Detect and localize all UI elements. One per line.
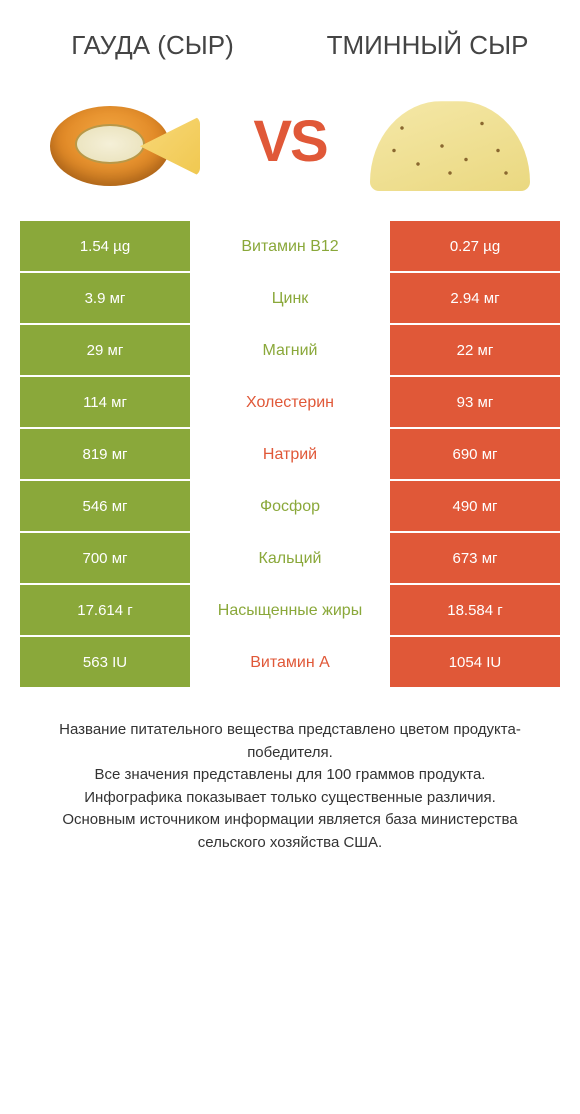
cell-right-value: 93 мг bbox=[390, 377, 560, 427]
cell-left-value: 819 мг bbox=[20, 429, 190, 479]
cell-right-value: 673 мг bbox=[390, 533, 560, 583]
footer-line: Инфографика показывает только существенн… bbox=[30, 787, 550, 810]
table-row: 700 мгКальций673 мг bbox=[20, 533, 560, 585]
table-row: 563 IUВитамин A1054 IU bbox=[20, 637, 560, 689]
cell-left-value: 3.9 мг bbox=[20, 273, 190, 323]
footer-text: Название питательного вещества представл… bbox=[0, 689, 580, 874]
cell-nutrient-label: Витамин A bbox=[190, 637, 390, 687]
cell-left-value: 700 мг bbox=[20, 533, 190, 583]
footer-line: Все значения представлены для 100 граммо… bbox=[30, 764, 550, 787]
cumin-cheese-image bbox=[360, 86, 540, 196]
footer-line: Название питательного вещества представл… bbox=[30, 719, 550, 764]
cell-right-value: 22 мг bbox=[390, 325, 560, 375]
cell-nutrient-label: Витамин B12 bbox=[190, 221, 390, 271]
footer-line: Основным источником информации является … bbox=[30, 809, 550, 854]
cell-left-value: 114 мг bbox=[20, 377, 190, 427]
table-row: 114 мгХолестерин93 мг bbox=[20, 377, 560, 429]
cell-left-value: 29 мг bbox=[20, 325, 190, 375]
table-row: 546 мгФосфор490 мг bbox=[20, 481, 560, 533]
cell-nutrient-label: Натрий bbox=[190, 429, 390, 479]
cell-nutrient-label: Холестерин bbox=[190, 377, 390, 427]
table-row: 3.9 мгЦинк2.94 мг bbox=[20, 273, 560, 325]
table-row: 819 мгНатрий690 мг bbox=[20, 429, 560, 481]
cell-right-value: 490 мг bbox=[390, 481, 560, 531]
title-right: ТМИННЫЙ СЫР bbox=[315, 30, 540, 61]
comparison-table: 1.54 µgВитамин B120.27 µg3.9 мгЦинк2.94 … bbox=[0, 221, 580, 689]
cell-right-value: 0.27 µg bbox=[390, 221, 560, 271]
cell-left-value: 546 мг bbox=[20, 481, 190, 531]
cell-right-value: 1054 IU bbox=[390, 637, 560, 687]
cell-right-value: 18.584 г bbox=[390, 585, 560, 635]
cell-left-value: 563 IU bbox=[20, 637, 190, 687]
cell-left-value: 17.614 г bbox=[20, 585, 190, 635]
cell-nutrient-label: Насыщенные жиры bbox=[190, 585, 390, 635]
title-left: ГАУДА (СЫР) bbox=[40, 30, 265, 61]
cell-nutrient-label: Магний bbox=[190, 325, 390, 375]
cell-right-value: 2.94 мг bbox=[390, 273, 560, 323]
header: ГАУДА (СЫР) ТМИННЫЙ СЫР bbox=[0, 0, 580, 81]
gouda-image bbox=[40, 86, 220, 196]
vs-label: VS bbox=[253, 108, 326, 175]
table-row: 1.54 µgВитамин B120.27 µg bbox=[20, 221, 560, 273]
table-row: 29 мгМагний22 мг bbox=[20, 325, 560, 377]
cell-nutrient-label: Фосфор bbox=[190, 481, 390, 531]
images-row: VS bbox=[0, 81, 580, 221]
table-row: 17.614 гНасыщенные жиры18.584 г bbox=[20, 585, 560, 637]
cell-right-value: 690 мг bbox=[390, 429, 560, 479]
cell-nutrient-label: Цинк bbox=[190, 273, 390, 323]
cell-nutrient-label: Кальций bbox=[190, 533, 390, 583]
cell-left-value: 1.54 µg bbox=[20, 221, 190, 271]
